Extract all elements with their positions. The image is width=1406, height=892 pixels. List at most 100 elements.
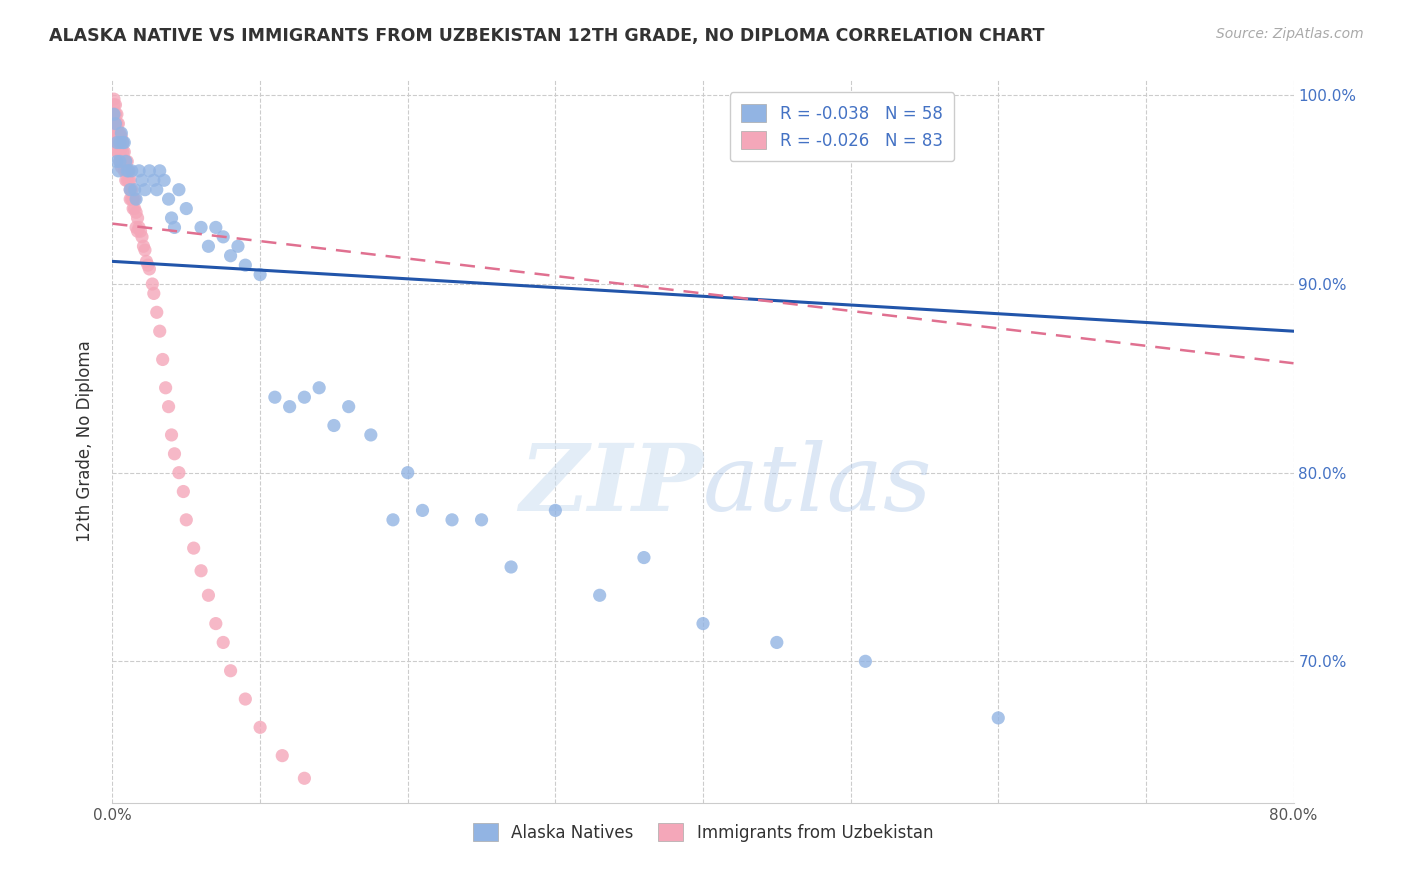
Point [470,513,494,527]
Point [107,136,129,150]
Y-axis label: 12th Grade, No Diploma: 12th Grade, No Diploma [76,341,94,542]
Point [107,145,129,159]
Point [107,164,129,178]
Point [766,635,789,649]
Point [292,772,315,786]
Point [855,654,877,668]
Point [112,145,135,159]
Point [125,220,148,235]
Point [212,635,235,649]
Point [132,239,155,253]
Point [163,220,186,235]
Point [155,381,177,395]
Point [167,466,190,480]
Point [112,136,135,150]
Point [588,588,610,602]
Point [120,192,142,206]
Point [160,211,183,225]
Point [134,183,156,197]
Point [544,503,567,517]
Point [117,164,138,178]
Point [501,560,523,574]
Point [153,173,176,187]
Point [692,616,714,631]
Point [136,258,159,272]
Point [233,258,256,272]
Point [117,173,138,187]
Text: ZIP: ZIP [519,440,703,530]
Point [127,224,149,238]
Point [124,183,146,197]
Point [163,447,186,461]
Point [121,192,143,206]
Point [120,183,142,197]
Point [128,220,150,235]
Text: atlas: atlas [703,440,932,530]
Point [110,141,132,155]
Point [107,126,129,140]
Point [138,164,160,178]
Point [157,192,180,206]
Point [111,154,134,169]
Point [104,97,127,112]
Point [197,239,219,253]
Point [249,720,271,734]
Point [108,145,131,159]
Point [105,136,128,150]
Point [141,277,163,291]
Point [249,268,271,282]
Point [117,154,138,169]
Point [190,220,212,235]
Point [121,164,143,178]
Point [360,428,382,442]
Point [125,205,148,219]
Point [104,136,127,150]
Point [112,154,135,169]
Point [118,164,141,178]
Point [278,400,301,414]
Point [292,390,315,404]
Point [122,202,145,216]
Point [110,151,132,165]
Point [108,126,131,140]
Point [382,513,405,527]
Point [108,136,131,150]
Point [134,243,156,257]
Point [104,107,127,121]
Point [124,202,146,216]
Point [104,117,127,131]
Point [118,173,141,187]
Point [108,154,131,169]
Point [108,154,131,169]
Point [121,183,143,197]
Point [233,692,256,706]
Point [146,305,169,319]
Point [112,164,135,178]
Point [205,220,228,235]
Point [103,117,125,131]
Point [411,503,433,517]
Point [149,324,172,338]
Point [271,748,294,763]
Point [104,117,127,131]
Legend: Alaska Natives, Immigrants from Uzbekistan: Alaska Natives, Immigrants from Uzbekist… [465,817,941,848]
Point [110,129,132,144]
Point [152,352,174,367]
Point [226,239,249,253]
Point [105,136,128,150]
Point [396,466,419,480]
Point [142,173,165,187]
Point [308,381,330,395]
Point [633,550,655,565]
Point [105,154,128,169]
Point [111,136,134,150]
Point [190,564,212,578]
Point [131,230,153,244]
Point [114,173,136,187]
Point [117,164,138,178]
Point [323,418,346,433]
Point [105,107,128,121]
Point [135,254,157,268]
Point [212,230,235,244]
Point [105,126,128,140]
